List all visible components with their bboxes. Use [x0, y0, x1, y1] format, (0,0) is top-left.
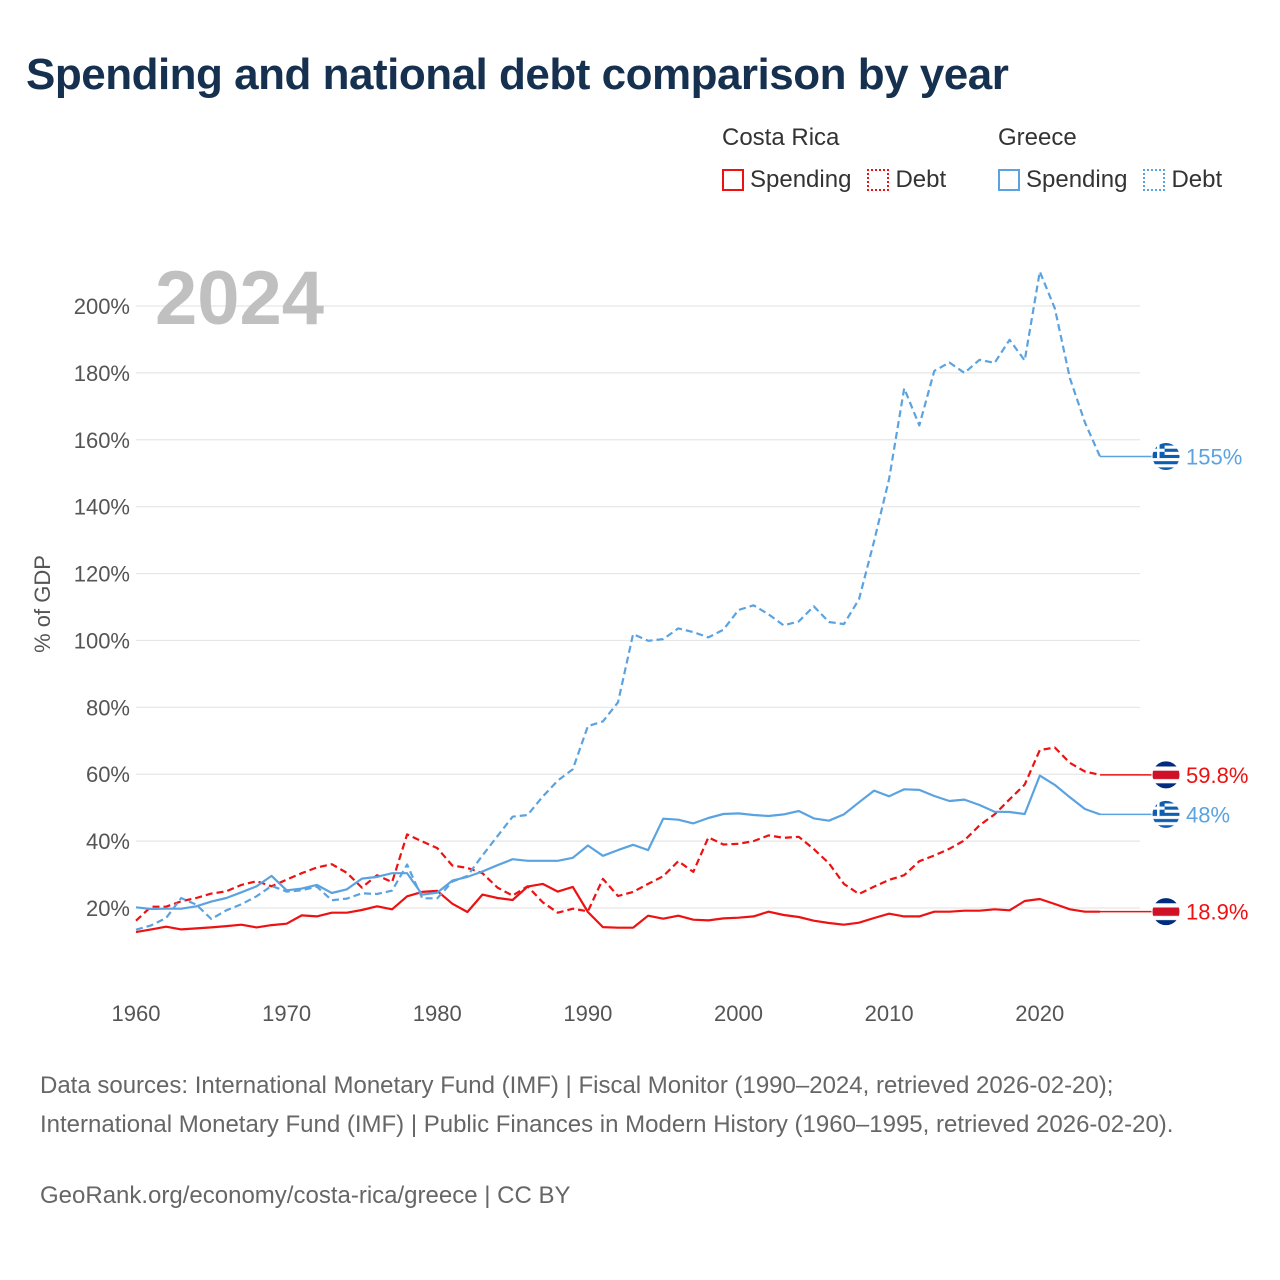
legend-costa-rica: Costa Rica Spending Debt — [722, 124, 962, 194]
y-tick-label: 80% — [86, 695, 130, 720]
data-sources: Data sources: International Monetary Fun… — [40, 1072, 1174, 1138]
legend-item-costa-rica-spending[interactable]: Spending — [722, 166, 851, 194]
legend-country-greece: Greece — [998, 124, 1077, 151]
line-chart: 20% 40% 60% 80% 100% 120% 140% 160% 180% 200% 196… — [30, 256, 1248, 1026]
legend-label-greece-spending: Spending — [1026, 166, 1128, 193]
costa-rica-flag-icon — [1151, 760, 1181, 790]
x-tick-label: 1990 — [563, 1001, 612, 1026]
end-labels: 155% 59.8% 48% 18.9% — [1100, 442, 1248, 927]
legend-swatch-greece-debt — [1143, 169, 1166, 191]
x-axis-ticks: 1960 1970 1980 1990 2000 2010 2020 — [112, 1001, 1065, 1026]
y-tick-label: 180% — [74, 361, 130, 386]
y-axis-ticks: 20% 40% 60% 80% 100% 120% 140% 160% 180% 200% — [74, 294, 130, 921]
y-tick-label: 40% — [86, 829, 130, 854]
legend-swatch-costa-rica-debt — [867, 169, 890, 191]
x-tick-label: 1960 — [112, 1001, 161, 1026]
chart-title: Spending and national debt comparison by… — [26, 50, 1009, 99]
legend-country-costa-rica: Costa Rica — [722, 124, 840, 151]
x-tick-label: 1980 — [413, 1001, 462, 1026]
series-line-greece-spending[interactable] — [135, 774, 1101, 911]
legend-label-costa-rica-debt: Debt — [895, 166, 947, 193]
y-tick-label: 200% — [74, 294, 130, 319]
greece-flag-icon — [1151, 442, 1181, 471]
legend-label-greece-debt: Debt — [1171, 166, 1223, 193]
credit-line[interactable]: GeoRank.org/economy/costa-rica/greece | … — [40, 1182, 571, 1209]
legend-item-costa-rica-debt[interactable]: Debt — [867, 166, 946, 194]
end-value-label: 59.8% — [1186, 763, 1248, 788]
legend-item-greece-debt[interactable]: Debt — [1143, 166, 1222, 194]
grid-lines — [136, 305, 1140, 909]
x-tick-label: 2000 — [714, 1001, 763, 1026]
y-tick-label: 100% — [74, 628, 130, 653]
y-tick-label: 120% — [74, 562, 130, 587]
y-tick-label: 60% — [86, 762, 130, 787]
series-line-costa-rica-debt[interactable] — [135, 746, 1101, 922]
y-tick-label: 160% — [74, 428, 130, 453]
end-value-label: 48% — [1186, 802, 1230, 827]
legend-label-costa-rica-spending: Spending — [750, 166, 852, 193]
legend-swatch-costa-rica-spending — [722, 169, 744, 191]
x-tick-label: 2020 — [1015, 1001, 1064, 1026]
y-tick-label: 140% — [74, 495, 130, 520]
series-line-costa-rica-spending[interactable] — [135, 882, 1100, 934]
series-lines — [135, 270, 1102, 934]
series-line-greece-debt[interactable] — [135, 270, 1102, 931]
x-tick-label: 1970 — [262, 1001, 311, 1026]
end-value-label: 155% — [1186, 445, 1242, 470]
current-year-label: 2024 — [155, 256, 324, 341]
y-axis-label: % of GDP — [30, 555, 55, 653]
legend-swatch-greece-spending — [998, 169, 1020, 191]
greece-flag-icon — [1151, 799, 1181, 829]
legend-item-greece-spending[interactable]: Spending — [998, 166, 1127, 194]
y-tick-label: 20% — [86, 896, 130, 921]
x-tick-label: 2010 — [865, 1001, 914, 1026]
legend-greece: Greece Spending Debt — [998, 124, 1222, 194]
end-value-label: 18.9% — [1186, 900, 1248, 925]
costa-rica-flag-icon — [1151, 897, 1181, 927]
